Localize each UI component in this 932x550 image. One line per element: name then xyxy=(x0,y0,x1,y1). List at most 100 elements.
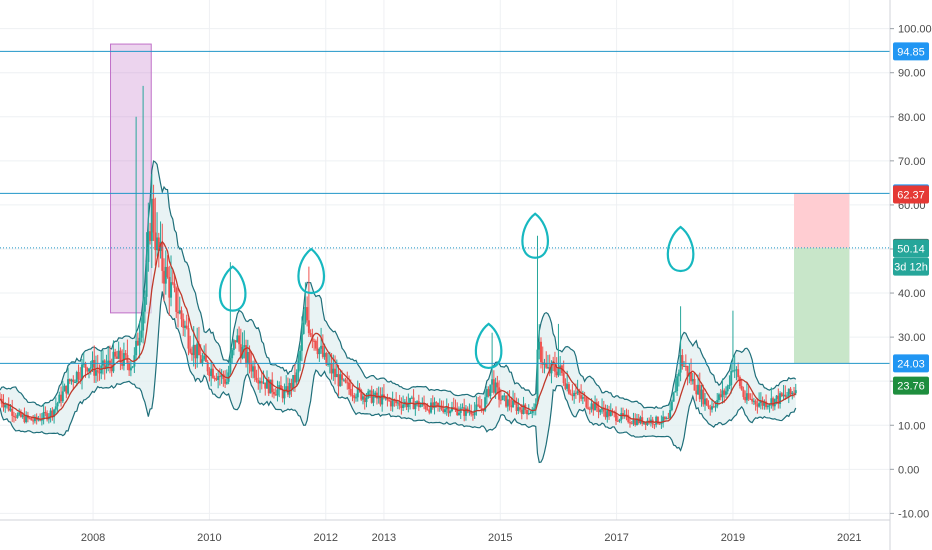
candle-body xyxy=(40,419,43,421)
candle-body xyxy=(135,340,138,356)
candle-body xyxy=(304,307,307,323)
candle-body xyxy=(480,408,483,410)
candle-body xyxy=(327,363,330,365)
candle-body xyxy=(349,388,352,396)
candle-body xyxy=(231,350,234,359)
position-reward-zone xyxy=(794,247,850,364)
candle-body xyxy=(485,389,488,398)
candle-body xyxy=(761,400,764,406)
candle-body xyxy=(628,422,631,424)
candle-body xyxy=(192,344,195,356)
candle-body xyxy=(780,393,783,397)
candle-body xyxy=(119,350,122,363)
candle-body xyxy=(110,365,113,372)
candle-body xyxy=(196,343,199,359)
candle-body xyxy=(344,379,347,383)
candle-body xyxy=(143,296,146,312)
y-tick-label: 100.00 xyxy=(898,24,932,36)
candle-body xyxy=(348,382,351,389)
candle-body xyxy=(505,395,508,407)
candle-body xyxy=(302,322,305,334)
candle-body xyxy=(206,361,209,372)
candle-body xyxy=(395,400,398,404)
candle-body xyxy=(7,404,10,411)
candle-body xyxy=(759,400,762,404)
candle-body xyxy=(239,344,242,359)
candle-body xyxy=(313,340,316,342)
candle-body xyxy=(79,379,82,381)
candle-body xyxy=(234,340,237,343)
candle-body xyxy=(2,403,5,408)
moving-average-line xyxy=(0,240,797,424)
candle-body xyxy=(283,390,286,399)
candle-body xyxy=(784,394,787,397)
candle-body xyxy=(512,400,515,408)
candle-body xyxy=(534,403,537,409)
candle-body xyxy=(484,397,487,411)
position-tool-layer xyxy=(794,193,850,364)
candle-body xyxy=(365,397,368,403)
candle-body xyxy=(580,395,583,399)
candle-body xyxy=(581,397,584,399)
candle-body xyxy=(187,328,190,349)
candle-body xyxy=(510,405,513,408)
candle-body xyxy=(363,396,366,403)
candle-body xyxy=(763,401,766,406)
candle-body xyxy=(88,368,90,372)
candle-body xyxy=(114,351,117,357)
candle-body xyxy=(285,386,288,391)
candle-body xyxy=(711,406,713,410)
candle-body xyxy=(337,374,340,387)
candle-body xyxy=(300,333,303,351)
candle-body xyxy=(520,409,523,414)
candle-body xyxy=(220,374,223,377)
candle-body xyxy=(705,398,708,406)
candle-body xyxy=(419,405,422,408)
candle-body xyxy=(468,411,471,413)
candle-body xyxy=(215,378,218,380)
candle-body xyxy=(33,416,36,422)
candle-body xyxy=(318,348,321,355)
candle-body xyxy=(445,407,448,410)
candle-body xyxy=(653,424,656,426)
candle-body xyxy=(501,395,504,401)
candle-body xyxy=(684,365,687,367)
candle-body xyxy=(444,409,446,413)
candle-body xyxy=(475,404,478,410)
candle-body xyxy=(606,409,609,418)
candle-body xyxy=(355,397,357,399)
y-tick-label: 0.00 xyxy=(898,464,919,476)
candle-body xyxy=(712,406,715,408)
candle-body xyxy=(585,397,588,408)
candle-body xyxy=(61,391,64,402)
candle-body xyxy=(42,411,45,420)
candle-body xyxy=(424,405,427,410)
candle-body xyxy=(698,384,701,400)
candle-body xyxy=(794,390,797,394)
candle-body xyxy=(53,409,56,418)
price-tag-label: 24.03 xyxy=(897,358,925,370)
candle-body xyxy=(630,423,633,425)
candle-body xyxy=(229,358,232,373)
candle-body xyxy=(463,407,466,416)
candle-body xyxy=(194,344,197,359)
candle-body xyxy=(635,418,638,426)
candle-body xyxy=(12,415,15,417)
candle-body xyxy=(367,391,370,398)
candle-body xyxy=(14,416,17,418)
candle-body xyxy=(28,418,31,420)
grid xyxy=(0,0,890,520)
candle-body xyxy=(314,340,317,349)
candle-body xyxy=(217,376,220,380)
candle-body xyxy=(550,363,553,374)
candle-body xyxy=(477,404,480,406)
candle-body xyxy=(517,407,520,412)
candle-body xyxy=(435,402,438,404)
y-tick-label: 40.00 xyxy=(898,288,926,300)
candle-body xyxy=(253,366,256,378)
candle-body xyxy=(182,319,185,328)
candle-body xyxy=(398,402,401,406)
candle-body xyxy=(464,408,467,416)
candle-body xyxy=(791,392,794,395)
candle-body xyxy=(723,390,726,395)
